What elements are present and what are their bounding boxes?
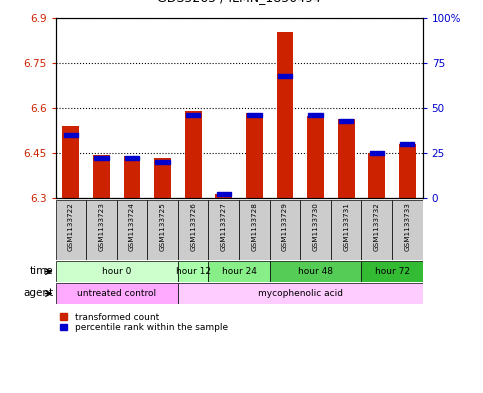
Text: hour 72: hour 72 <box>374 267 410 276</box>
Bar <box>309 113 323 117</box>
Bar <box>125 156 139 160</box>
Bar <box>339 119 353 123</box>
Text: GSM1133723: GSM1133723 <box>99 202 104 251</box>
Bar <box>239 200 270 260</box>
Text: GDS5265 / ILMN_1850494: GDS5265 / ILMN_1850494 <box>157 0 321 4</box>
Text: hour 0: hour 0 <box>102 267 131 276</box>
Bar <box>278 73 292 77</box>
Bar <box>361 261 423 282</box>
Text: GSM1133731: GSM1133731 <box>343 202 349 251</box>
Bar <box>209 261 270 282</box>
Bar <box>62 126 79 198</box>
Bar <box>178 200 209 260</box>
Bar <box>156 160 170 164</box>
Bar <box>117 200 147 260</box>
Bar <box>247 113 261 117</box>
Bar <box>392 200 423 260</box>
Bar <box>399 144 416 198</box>
Bar <box>300 200 331 260</box>
Bar <box>178 261 209 282</box>
Bar <box>56 200 86 260</box>
Bar <box>338 119 355 198</box>
Bar <box>178 283 423 304</box>
Text: hour 12: hour 12 <box>176 267 211 276</box>
Bar <box>94 156 109 160</box>
Text: GSM1133732: GSM1133732 <box>374 202 380 251</box>
Bar <box>64 133 78 137</box>
Bar <box>307 116 324 198</box>
Text: GSM1133727: GSM1133727 <box>221 202 227 251</box>
Text: GSM1133730: GSM1133730 <box>313 202 319 251</box>
Text: mycophenolic acid: mycophenolic acid <box>258 289 343 298</box>
Bar <box>217 193 231 196</box>
Bar <box>186 113 200 117</box>
Bar <box>147 200 178 260</box>
Bar <box>56 283 178 304</box>
Bar <box>185 111 201 198</box>
Bar <box>246 112 263 198</box>
Bar <box>331 200 361 260</box>
Text: untreated control: untreated control <box>77 289 156 298</box>
Text: GSM1133725: GSM1133725 <box>159 202 166 251</box>
Text: GSM1133729: GSM1133729 <box>282 202 288 251</box>
Bar <box>270 200 300 260</box>
Text: GSM1133726: GSM1133726 <box>190 202 196 251</box>
Text: agent: agent <box>23 288 53 299</box>
Bar <box>56 261 178 282</box>
Legend: transformed count, percentile rank within the sample: transformed count, percentile rank withi… <box>60 312 227 332</box>
Text: GSM1133733: GSM1133733 <box>404 202 411 251</box>
Bar <box>86 200 117 260</box>
Bar <box>93 154 110 198</box>
Bar <box>209 200 239 260</box>
Text: hour 48: hour 48 <box>298 267 333 276</box>
Bar <box>400 142 414 146</box>
Bar <box>215 193 232 198</box>
Text: time: time <box>29 266 53 277</box>
Bar <box>277 31 293 198</box>
Bar <box>361 200 392 260</box>
Text: hour 24: hour 24 <box>222 267 256 276</box>
Bar <box>369 151 384 155</box>
Text: GSM1133728: GSM1133728 <box>251 202 257 251</box>
Bar <box>124 156 141 198</box>
Text: GSM1133722: GSM1133722 <box>68 202 74 251</box>
Bar <box>369 153 385 198</box>
Bar <box>154 158 171 198</box>
Bar <box>270 261 361 282</box>
Text: GSM1133724: GSM1133724 <box>129 202 135 251</box>
